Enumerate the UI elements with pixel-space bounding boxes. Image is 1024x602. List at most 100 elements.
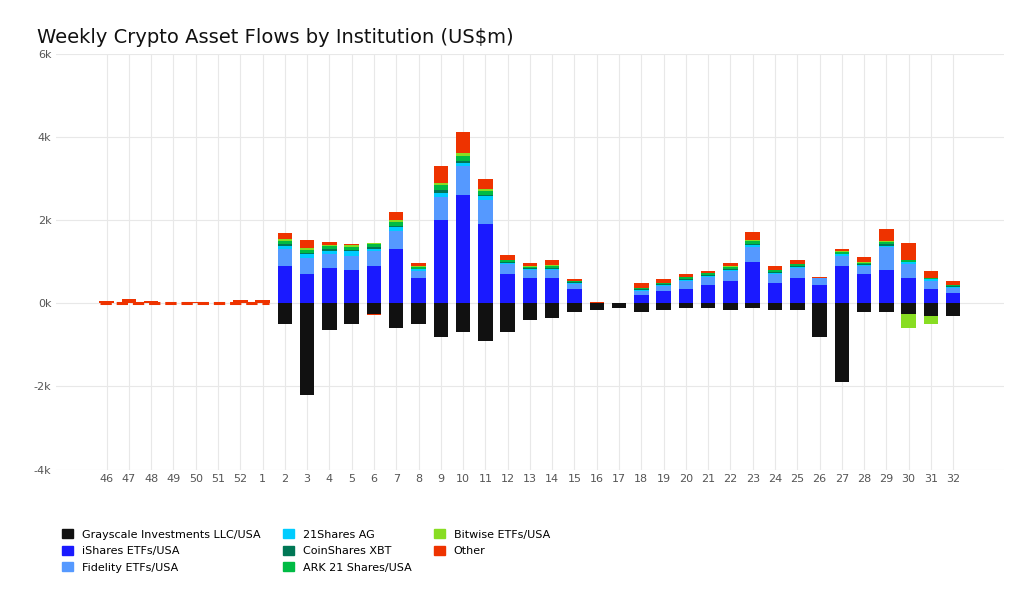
Bar bbox=[478, 199, 493, 225]
Bar bbox=[433, 166, 449, 183]
Bar bbox=[501, 262, 515, 264]
Bar bbox=[278, 244, 292, 246]
Bar bbox=[745, 262, 760, 303]
Bar bbox=[723, 263, 737, 267]
Bar bbox=[478, 194, 493, 196]
Bar bbox=[791, 260, 805, 264]
Bar bbox=[545, 266, 559, 268]
Bar bbox=[478, 303, 493, 341]
Bar bbox=[501, 259, 515, 260]
Bar bbox=[412, 268, 426, 269]
Bar bbox=[679, 273, 693, 277]
Bar bbox=[679, 281, 693, 289]
Bar bbox=[656, 279, 671, 282]
Bar bbox=[478, 225, 493, 303]
Bar bbox=[188, 302, 203, 303]
Bar bbox=[857, 265, 871, 266]
Bar bbox=[634, 288, 648, 290]
Bar bbox=[300, 275, 314, 303]
Bar bbox=[300, 250, 314, 253]
Bar bbox=[679, 278, 693, 279]
Bar bbox=[946, 285, 961, 287]
Bar bbox=[812, 285, 826, 303]
Bar bbox=[389, 249, 403, 303]
Bar bbox=[791, 279, 805, 303]
Bar bbox=[344, 256, 359, 270]
Bar bbox=[323, 246, 337, 249]
Bar bbox=[634, 291, 648, 295]
Bar bbox=[323, 249, 337, 250]
Bar bbox=[300, 249, 314, 250]
Bar bbox=[634, 283, 648, 288]
Bar bbox=[389, 303, 403, 328]
Bar bbox=[723, 270, 737, 272]
Bar bbox=[389, 222, 403, 226]
Bar bbox=[835, 252, 849, 253]
Bar bbox=[924, 281, 938, 289]
Bar bbox=[946, 303, 961, 316]
Bar bbox=[300, 258, 314, 275]
Bar bbox=[278, 249, 292, 266]
Bar bbox=[745, 241, 760, 244]
Bar bbox=[478, 196, 493, 199]
Bar bbox=[745, 240, 760, 241]
Bar bbox=[768, 272, 782, 273]
Bar bbox=[522, 270, 538, 279]
Bar bbox=[857, 303, 871, 312]
Bar bbox=[367, 252, 381, 266]
Bar bbox=[835, 256, 849, 266]
Bar bbox=[456, 196, 470, 303]
Bar bbox=[946, 287, 961, 288]
Bar bbox=[745, 232, 760, 240]
Bar bbox=[835, 255, 849, 256]
Bar bbox=[567, 303, 582, 312]
Bar bbox=[880, 270, 894, 303]
Bar bbox=[634, 295, 648, 303]
Bar bbox=[679, 303, 693, 308]
Bar bbox=[456, 166, 470, 196]
Bar bbox=[567, 279, 582, 281]
Bar bbox=[323, 253, 337, 268]
Bar bbox=[323, 268, 337, 303]
Bar bbox=[857, 264, 871, 265]
Bar bbox=[700, 275, 716, 276]
Bar bbox=[456, 132, 470, 154]
Bar bbox=[367, 247, 381, 249]
Bar bbox=[880, 246, 894, 247]
Bar bbox=[567, 282, 582, 284]
Bar bbox=[835, 253, 849, 255]
Bar bbox=[880, 243, 894, 244]
Bar bbox=[412, 267, 426, 268]
Bar bbox=[389, 212, 403, 220]
Bar bbox=[745, 303, 760, 308]
Bar bbox=[122, 299, 136, 303]
Bar bbox=[545, 268, 559, 270]
Bar bbox=[880, 229, 894, 241]
Bar bbox=[478, 189, 493, 191]
Bar bbox=[412, 279, 426, 303]
Bar bbox=[144, 302, 159, 303]
Bar bbox=[880, 247, 894, 270]
Bar bbox=[433, 303, 449, 337]
Bar bbox=[456, 154, 470, 155]
Bar bbox=[412, 269, 426, 271]
Bar bbox=[433, 193, 449, 197]
Bar bbox=[723, 272, 737, 281]
Bar bbox=[456, 155, 470, 161]
Bar bbox=[456, 163, 470, 166]
Bar bbox=[901, 260, 915, 262]
Bar bbox=[412, 303, 426, 324]
Bar bbox=[478, 191, 493, 194]
Bar bbox=[545, 261, 559, 265]
Bar bbox=[700, 285, 716, 303]
Bar bbox=[522, 303, 538, 320]
Bar bbox=[545, 303, 559, 318]
Bar bbox=[389, 226, 403, 228]
Bar bbox=[634, 290, 648, 291]
Bar bbox=[300, 303, 314, 395]
Bar bbox=[700, 273, 716, 275]
Bar bbox=[679, 280, 693, 281]
Bar bbox=[679, 279, 693, 280]
Bar bbox=[278, 240, 292, 241]
Bar bbox=[456, 303, 470, 332]
